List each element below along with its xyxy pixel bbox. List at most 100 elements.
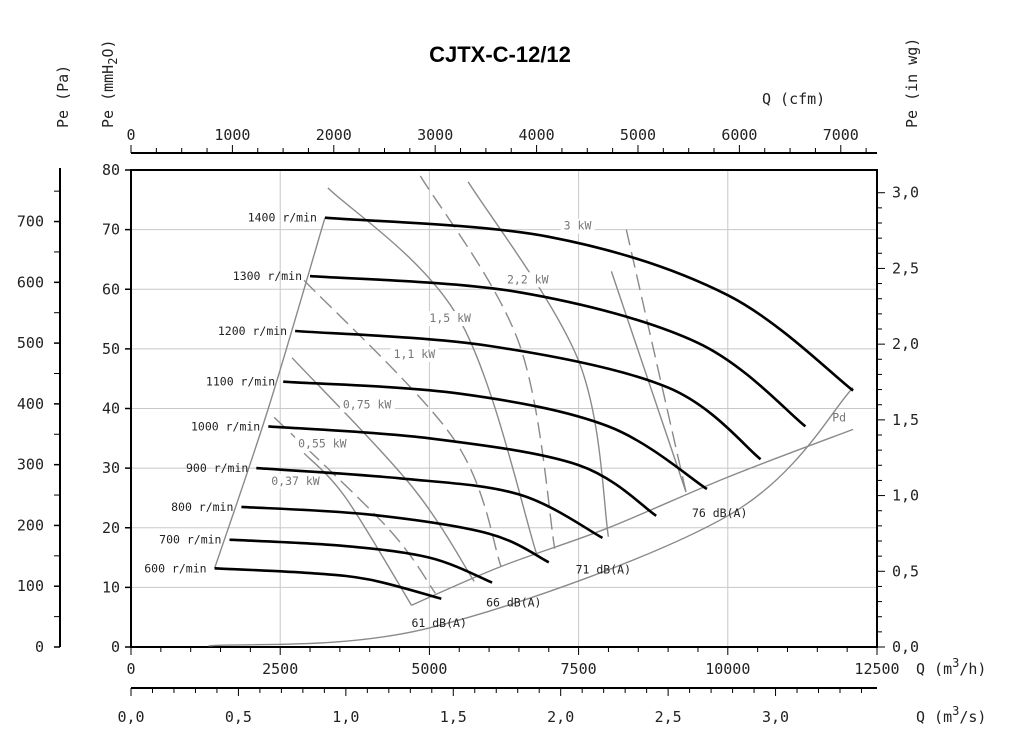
stall-line <box>213 217 326 569</box>
tick-label-inwg: 2,0 <box>892 335 919 353</box>
tick-label-m3h: 5000 <box>411 660 447 678</box>
tick-label-mmh2o: 0 <box>111 638 120 656</box>
speed-label-2: 800 r/min <box>171 500 233 514</box>
x-axis-title-m3s-sup: 3 <box>952 704 959 718</box>
power-label-bg-6 <box>560 218 595 234</box>
tick-label-m3s: 0,5 <box>225 708 252 726</box>
power-label-bg-4 <box>426 311 475 327</box>
tick-label-pa: 400 <box>17 395 44 413</box>
tick-label-mmh2o: 40 <box>102 400 120 418</box>
power-label-4: 1,5 kW <box>429 311 471 325</box>
tick-label-mmh2o: 70 <box>102 221 120 239</box>
pd-label: Pd <box>832 411 846 425</box>
db-label-3: 76 dB(A) <box>692 506 747 520</box>
power-label-0: 0,37 kW <box>271 474 320 488</box>
power-line-0 <box>303 452 413 606</box>
x-axis-title-m3h: Q (m3/h) <box>916 656 986 678</box>
speed-curve-4 <box>268 425 657 517</box>
speed-curve-2 <box>241 505 550 564</box>
y-axis-title-pa: Pe (Pa) <box>54 65 72 128</box>
x-axis-title-m3s-main: Q (m <box>916 708 952 726</box>
tick-label-pa: 500 <box>17 334 44 352</box>
speed-label-6: 1200 r/min <box>218 324 287 338</box>
db-label-2: 71 dB(A) <box>576 562 631 576</box>
tick-label-m3h: 12500 <box>854 660 899 678</box>
speed-label-5: 1100 r/min <box>206 375 275 389</box>
y-axis-title-mmh2o: Pe (mmH2O) <box>99 39 120 128</box>
tick-label-inwg: 1,5 <box>892 411 919 429</box>
db-label-1: 66 dB(A) <box>486 595 541 609</box>
tick-label-m3s: 2,0 <box>547 708 574 726</box>
x-axis-title-m3h-sup: 3 <box>952 656 959 670</box>
curve-labels: 600 r/min 700 r/min 800 r/min 900 r/min 1000… <box>144 211 846 630</box>
speed-curve-1 <box>229 538 493 584</box>
axes: 0102030405060708001002003004005006007000… <box>17 126 919 726</box>
tick-label-mmh2o: 10 <box>102 578 120 596</box>
tick-label-mmh2o: 50 <box>102 340 120 358</box>
tick-label-inwg: 1,0 <box>892 487 919 505</box>
tick-label-m3h: 7500 <box>561 660 597 678</box>
tick-label-pa: 700 <box>17 213 44 231</box>
x-axis-title-m3s-end: /s) <box>959 708 986 726</box>
power-label-bg-2 <box>339 397 395 413</box>
power-label-bg-5 <box>503 272 552 288</box>
tick-label-cfm: 7000 <box>823 126 859 144</box>
tick-label-m3s: 3,0 <box>762 708 789 726</box>
speed-curve-3 <box>256 466 604 540</box>
tick-label-pa: 0 <box>35 638 44 656</box>
x-axis-title-cfm: Q (cfm) <box>762 90 825 108</box>
speed-label-1: 700 r/min <box>159 533 221 547</box>
tick-label-pa: 600 <box>17 273 44 291</box>
tick-label-cfm: 5000 <box>620 126 656 144</box>
speed-curve-6 <box>294 329 762 461</box>
tick-label-m3s: 1,0 <box>332 708 359 726</box>
speed-label-3: 900 r/min <box>186 461 248 475</box>
y-axis-title-mmh2o-main: Pe (mmH <box>99 65 117 128</box>
speed-label-0: 600 r/min <box>144 561 206 575</box>
tick-label-m3h: 10000 <box>705 660 750 678</box>
tick-label-m3s: 0,0 <box>117 708 144 726</box>
y-axis-title-mmh2o-end: O) <box>99 39 117 57</box>
pd-curve <box>208 387 854 647</box>
x-axis-title-m3h-end: /h) <box>959 660 986 678</box>
power-line-3 <box>303 279 502 567</box>
speed-curve-5 <box>283 380 708 491</box>
db-label-0: 61 dB(A) <box>411 616 466 630</box>
tick-label-cfm: 1000 <box>214 126 250 144</box>
chart-title: CJTX-C-12/12 <box>429 42 571 67</box>
speed-label-8: 1400 r/min <box>248 211 317 225</box>
x-axis-title-m3h-main: Q (m <box>916 660 952 678</box>
tick-label-mmh2o: 30 <box>102 459 120 477</box>
power-line-5 <box>419 175 556 549</box>
tick-label-cfm: 3000 <box>417 126 453 144</box>
tick-label-inwg: 0,5 <box>892 562 919 580</box>
tick-label-mmh2o: 80 <box>102 161 120 179</box>
tick-label-cfm: 6000 <box>721 126 757 144</box>
tick-label-inwg: 0,0 <box>892 638 919 656</box>
tick-label-inwg: 3,0 <box>892 184 919 202</box>
power-label-1: 0,55 kW <box>298 436 347 450</box>
tick-label-cfm: 2000 <box>316 126 352 144</box>
curves <box>208 175 854 647</box>
tick-label-m3s: 2,5 <box>655 708 682 726</box>
speed-curve-7 <box>309 274 807 428</box>
x-axis-title-m3s: Q (m3/s) <box>916 704 986 726</box>
tick-label-m3s: 1,5 <box>440 708 467 726</box>
tick-label-cfm: 0 <box>126 126 135 144</box>
power-label-bg-0 <box>268 473 324 489</box>
tick-label-mmh2o: 60 <box>102 280 120 298</box>
tick-label-pa: 200 <box>17 516 44 534</box>
tick-label-inwg: 2,5 <box>892 259 919 277</box>
power-label-5: 2,2 kW <box>507 272 549 286</box>
power-label-2: 0,75 kW <box>343 398 392 412</box>
db-curve <box>411 428 854 606</box>
speed-label-4: 1000 r/min <box>191 419 260 433</box>
power-label-bg-3 <box>390 346 439 362</box>
tick-label-mmh2o: 20 <box>102 519 120 537</box>
tick-label-m3h: 0 <box>126 660 135 678</box>
speed-label-7: 1300 r/min <box>233 269 302 283</box>
speed-curve-8 <box>324 216 854 392</box>
power-label-6: 3 kW <box>564 219 592 233</box>
tick-label-pa: 100 <box>17 577 44 595</box>
power-label-3: 1,1 kW <box>394 347 436 361</box>
